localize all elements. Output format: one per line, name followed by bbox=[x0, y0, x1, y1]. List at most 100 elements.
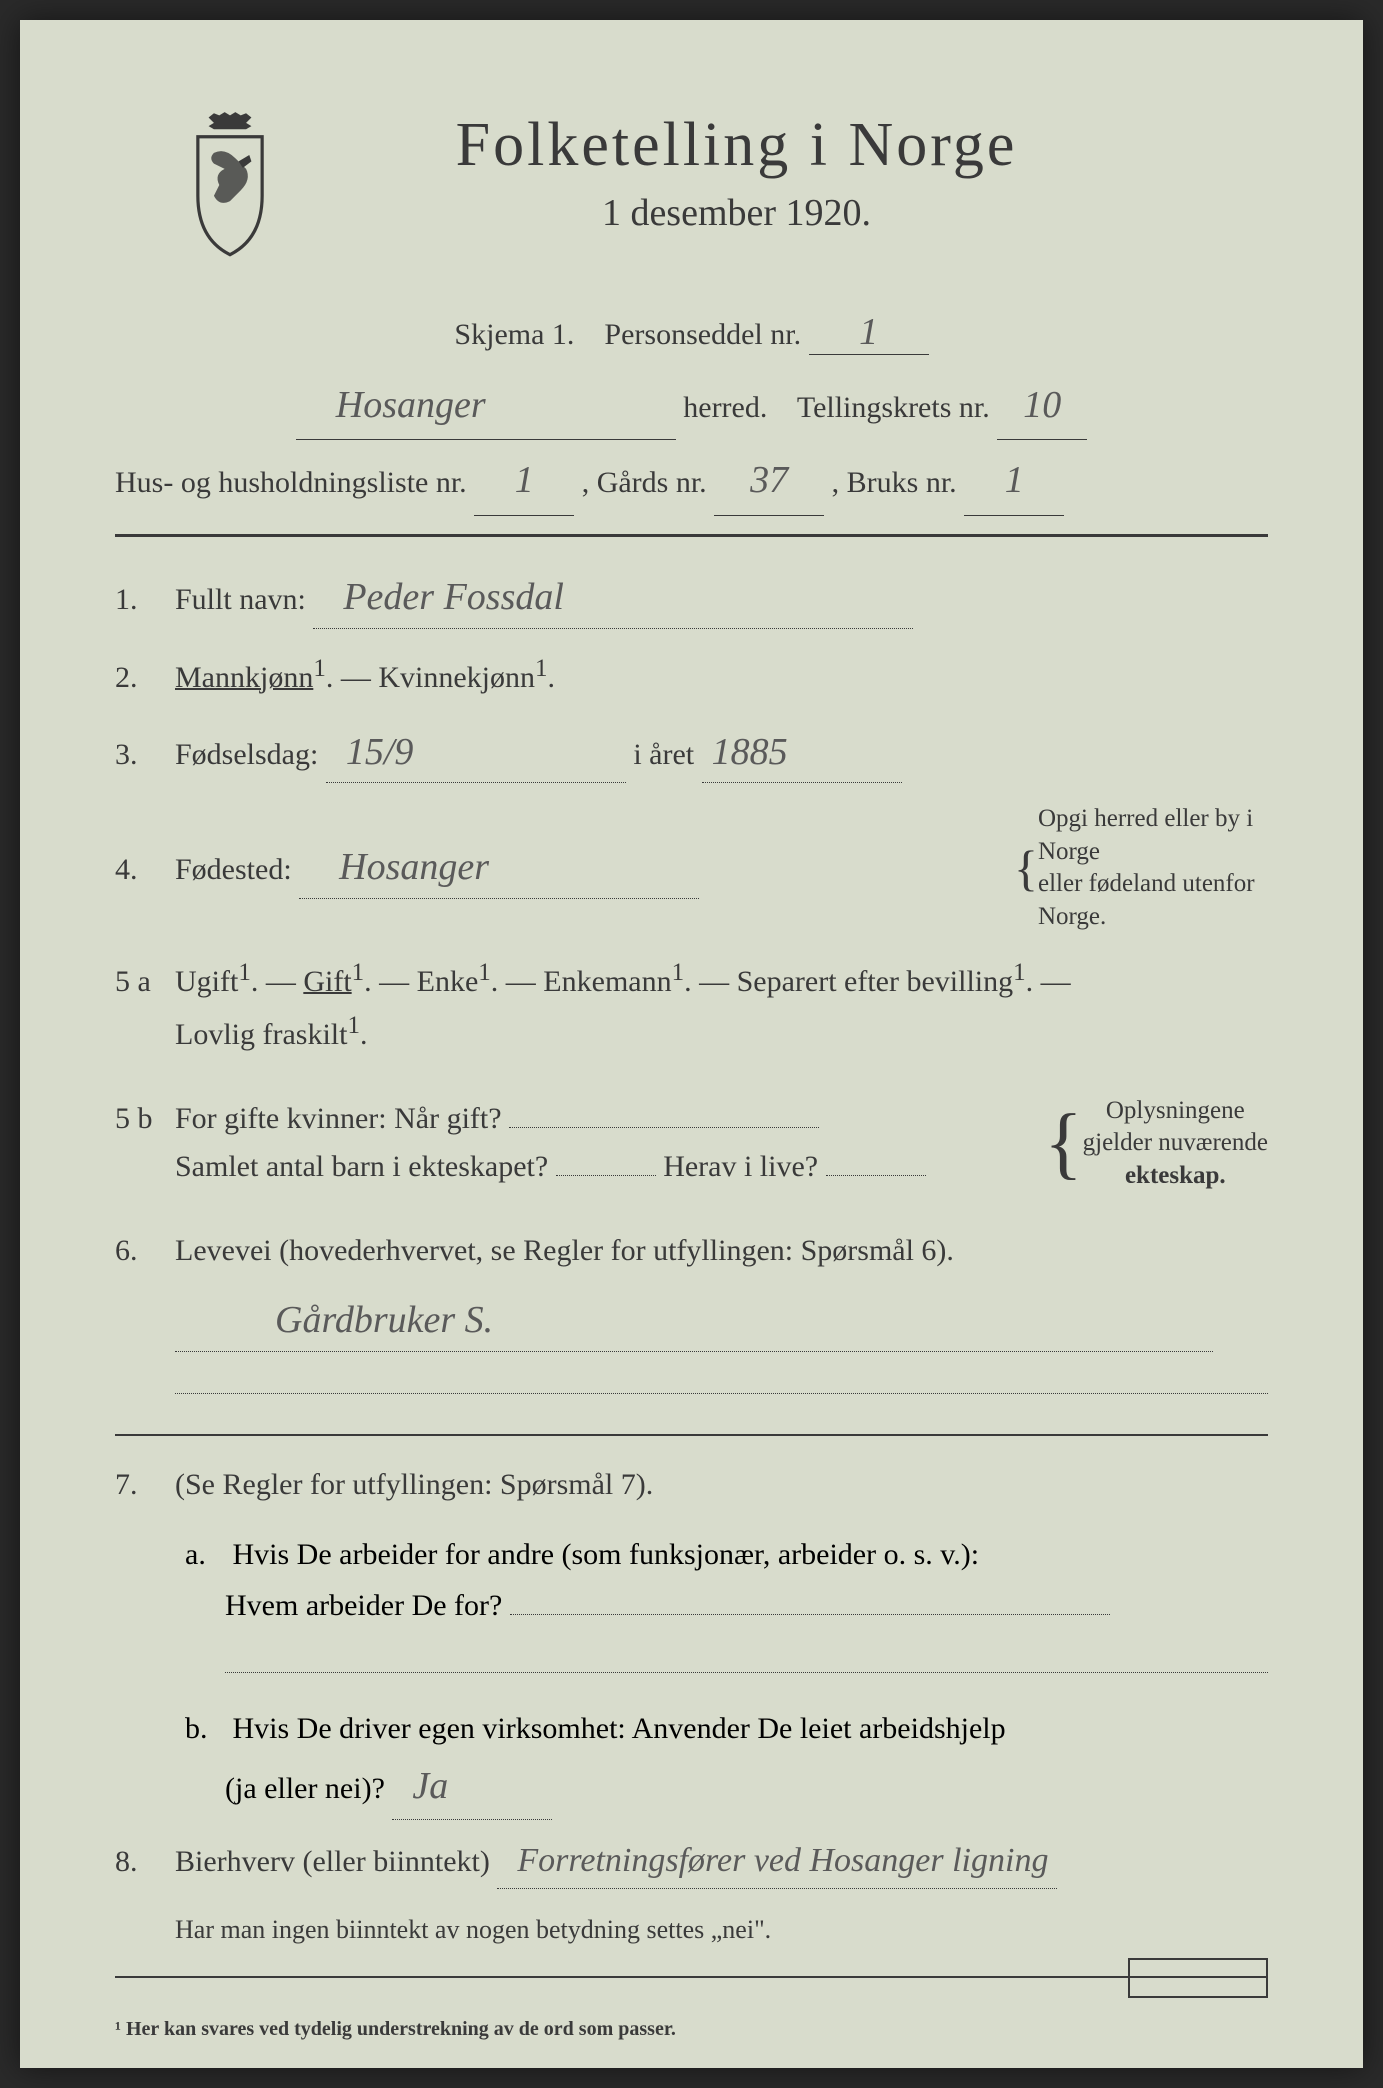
q7b-line2: (ja eller nei)? bbox=[225, 1772, 385, 1805]
meta-line-3: Hus- og husholdningsliste nr. 1 , Gårds … bbox=[115, 446, 1268, 515]
printer-stamp bbox=[1128, 1958, 1268, 1998]
q6-num: 6. bbox=[115, 1227, 175, 1275]
q6-value: Gårdbruker S. bbox=[175, 1290, 1213, 1352]
q7a-num: a. bbox=[185, 1529, 225, 1580]
q6-row: 6. Levevei (hovederhvervet, se Regler fo… bbox=[115, 1227, 1268, 1409]
header: Folketelling i Norge 1 desember 1920. bbox=[175, 110, 1268, 260]
q5b-note-3: ekteskap. bbox=[1125, 1162, 1226, 1189]
personseddel-value: 1 bbox=[809, 310, 929, 355]
q5a-opt3: Enke bbox=[417, 965, 479, 998]
tellingskrets-label: Tellingskrets nr. bbox=[797, 391, 990, 424]
q5a-row: 5 a Ugift1. — Gift1. — Enke1. — Enkemann… bbox=[115, 953, 1268, 1059]
q1-value: Peder Fossdal bbox=[313, 567, 913, 629]
q3-label1: Fødselsdag: bbox=[175, 738, 318, 771]
q8-num: 8. bbox=[115, 1838, 175, 1886]
q7-label: (Se Regler for utfyllingen: Spørsmål 7). bbox=[175, 1468, 653, 1501]
divider bbox=[115, 1434, 1268, 1436]
q7b-line1: Hvis De driver egen virksomhet: Anvender… bbox=[233, 1712, 1006, 1745]
sup: 1 bbox=[478, 959, 491, 986]
sup: 1 bbox=[352, 959, 365, 986]
q5a-num: 5 a bbox=[115, 958, 175, 1006]
q4-row: 4. Fødested: Hosanger { Opgi herred elle… bbox=[115, 803, 1268, 933]
q1-num: 1. bbox=[115, 576, 175, 624]
sep: . — bbox=[251, 965, 296, 998]
gards-label: , Gårds nr. bbox=[582, 466, 707, 499]
title-block: Folketelling i Norge 1 desember 1920. bbox=[325, 110, 1148, 235]
coat-of-arms-icon bbox=[175, 110, 285, 260]
q1-row: 1. Fullt navn: Peder Fossdal bbox=[115, 567, 1268, 629]
sep: . — bbox=[491, 965, 536, 998]
q4-note: Opgi herred eller by i Norge eller fødel… bbox=[1038, 803, 1268, 933]
q3-value1: 15/9 bbox=[326, 722, 626, 784]
q5a-opt1: Ugift bbox=[175, 965, 238, 998]
subtitle: 1 desember 1920. bbox=[325, 191, 1148, 235]
q7-num: 7. bbox=[115, 1461, 175, 1509]
q8-label: Bierhverv (eller biinntekt) bbox=[175, 1845, 490, 1878]
personseddel-label: Personseddel nr. bbox=[604, 318, 801, 351]
q5b-line1: For gifte kvinner: Når gift? bbox=[175, 1102, 502, 1135]
q4-value: Hosanger bbox=[299, 837, 699, 899]
sep: . — bbox=[684, 965, 729, 998]
sup: 1 bbox=[313, 655, 326, 682]
gards-value: 37 bbox=[714, 446, 824, 515]
tellingskrets-value: 10 bbox=[997, 371, 1087, 440]
husliste-value: 1 bbox=[474, 446, 574, 515]
q5a-opt2: Gift bbox=[303, 965, 351, 998]
sep: . — bbox=[326, 661, 371, 694]
q3-value2: 1885 bbox=[702, 722, 902, 784]
q5b-line2a: Samlet antal barn i ekteskapet? bbox=[175, 1150, 548, 1183]
q5b-blank1 bbox=[509, 1127, 819, 1128]
meta-line-2: Hosanger herred. Tellingskrets nr. 10 bbox=[115, 371, 1268, 440]
sep: . — bbox=[1026, 965, 1071, 998]
q7a-line1: Hvis De arbeider for andre (som funksjon… bbox=[233, 1538, 980, 1571]
q3-num: 3. bbox=[115, 731, 175, 779]
q5b-blank3 bbox=[826, 1175, 926, 1176]
sup: 1 bbox=[1013, 959, 1026, 986]
q2-num: 2. bbox=[115, 654, 175, 702]
q1-label: Fullt navn: bbox=[175, 583, 306, 616]
q5a-opt6: Lovlig fraskilt bbox=[175, 1018, 347, 1051]
q5b-note: Oplysningene gjelder nuværende ekteskap. bbox=[1083, 1095, 1268, 1193]
q7a-blank2 bbox=[225, 1643, 1268, 1673]
divider bbox=[115, 534, 1268, 537]
q4-label: Fødested: bbox=[175, 853, 292, 886]
sup: 1 bbox=[347, 1012, 360, 1039]
q5b-note-1: Oplysningene bbox=[1106, 1097, 1245, 1124]
skjema-label: Skjema 1. bbox=[454, 318, 574, 351]
q4-num: 4. bbox=[115, 846, 175, 894]
husliste-label: Hus- og husholdningsliste nr. bbox=[115, 466, 467, 499]
q5b-num: 5 b bbox=[115, 1095, 175, 1143]
q7-row: 7. (Se Regler for utfyllingen: Spørsmål … bbox=[115, 1461, 1268, 1509]
q8-value: Forretningsfører ved Hosanger ligning bbox=[497, 1834, 1057, 1889]
bruks-value: 1 bbox=[964, 446, 1064, 515]
q5b-note-2: gjelder nuværende bbox=[1083, 1129, 1268, 1156]
q5a-opt4: Enkemann bbox=[543, 965, 671, 998]
q8-row: 8. Bierhverv (eller biinntekt) Forretnin… bbox=[115, 1834, 1268, 1951]
q7a-blank bbox=[510, 1614, 1110, 1615]
q2-opt2: Kvinnekjønn bbox=[378, 661, 535, 694]
q6-label: Levevei (hovederhvervet, se Regler for u… bbox=[175, 1234, 954, 1267]
q2-row: 2. Mannkjønn1. — Kvinnekjønn1. bbox=[115, 649, 1268, 702]
q2-opt1: Mannkjønn bbox=[175, 661, 313, 694]
brace-icon: { bbox=[1044, 1079, 1082, 1207]
brace-icon: { bbox=[1014, 828, 1038, 908]
census-form-page: Folketelling i Norge 1 desember 1920. Sk… bbox=[20, 20, 1363, 2068]
q4-note-2: eller fødeland utenfor Norge. bbox=[1038, 870, 1255, 930]
sup: 1 bbox=[238, 959, 251, 986]
sup: 1 bbox=[535, 655, 548, 682]
herred-label: herred. bbox=[683, 391, 767, 424]
q5b-line2b: Herav i live? bbox=[663, 1150, 818, 1183]
q7a-row: a. Hvis De arbeider for andre (som funks… bbox=[185, 1529, 1268, 1689]
footnote: ¹ Her kan svares ved tydelig understrekn… bbox=[115, 2018, 1268, 2041]
q4-note-1: Opgi herred eller by i Norge bbox=[1038, 805, 1253, 865]
q7b-row: b. Hvis De driver egen virksomhet: Anven… bbox=[185, 1703, 1268, 1820]
sup: 1 bbox=[672, 959, 685, 986]
q7a-line2: Hvem arbeider De for? bbox=[225, 1589, 502, 1622]
main-title: Folketelling i Norge bbox=[325, 110, 1148, 181]
q3-row: 3. Fødselsdag: 15/9 i året 1885 bbox=[115, 722, 1268, 784]
divider bbox=[115, 1976, 1268, 1978]
q7b-value: Ja bbox=[392, 1754, 552, 1820]
q6-blank bbox=[175, 1364, 1268, 1394]
sep: . — bbox=[364, 965, 409, 998]
q5a-opt5: Separert efter bevilling bbox=[737, 965, 1014, 998]
